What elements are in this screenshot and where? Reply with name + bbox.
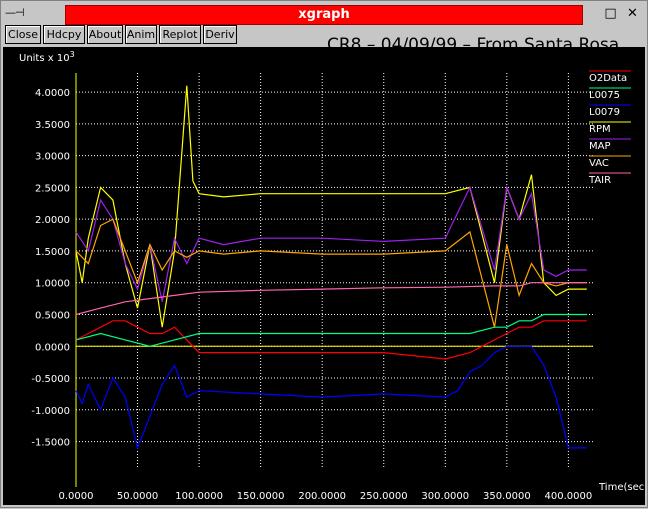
series-line-o2data bbox=[75, 320, 587, 360]
series-line-tair bbox=[75, 282, 587, 316]
legend: O2Data L0075 L0079 RPM MAP VAC TAIR bbox=[588, 70, 631, 186]
replot-button[interactable]: Replot bbox=[159, 25, 201, 44]
window-menu-icon[interactable]: —⊣ bbox=[5, 6, 25, 19]
series-line-vac bbox=[75, 218, 587, 328]
deriv-button[interactable]: Deriv bbox=[203, 25, 237, 44]
chart-svg: -1.5000 -1.0000 -0.5000 0.0000 0.5000 1.0000 1… bbox=[19, 50, 648, 502]
y-tick-label: 0.5000 bbox=[35, 310, 70, 321]
x-axis-label: Time(sec) bbox=[598, 482, 645, 493]
x-tick-label: 150.0000 bbox=[237, 491, 285, 502]
legend-label: L0075 bbox=[589, 90, 620, 101]
about-button[interactable]: About bbox=[87, 25, 123, 44]
x-tick-label: 50.0000 bbox=[117, 491, 158, 502]
y-tick-label: 1.5000 bbox=[35, 247, 70, 258]
y-axis-label: Units x 103 bbox=[19, 50, 75, 64]
y-tick-label: -1.5000 bbox=[31, 438, 70, 449]
y-tick-label: 2.5000 bbox=[35, 183, 70, 194]
series-line-l0075 bbox=[75, 313, 587, 347]
legend-label: VAC bbox=[589, 158, 609, 169]
y-tick-label: 0.0000 bbox=[35, 342, 70, 353]
series-line-rpm bbox=[75, 85, 587, 328]
x-tick-label: 350.0000 bbox=[483, 491, 531, 502]
window-title: xgraph bbox=[65, 5, 583, 25]
legend-label: L0079 bbox=[589, 107, 620, 118]
x-tick-label: 200.0000 bbox=[298, 491, 346, 502]
series-lines bbox=[75, 85, 587, 450]
y-tick-label: 4.0000 bbox=[35, 88, 70, 99]
close-button[interactable]: Close bbox=[5, 25, 41, 44]
anim-button[interactable]: Anim bbox=[125, 25, 157, 44]
legend-label: RPM bbox=[589, 124, 611, 135]
y-tick-label: 3.5000 bbox=[35, 120, 70, 131]
x-tick-label: 400.0000 bbox=[545, 491, 593, 502]
series-line-l0079 bbox=[75, 345, 587, 450]
x-tick-label: 300.0000 bbox=[421, 491, 469, 502]
y-tick-label: 3.0000 bbox=[35, 152, 70, 163]
x-tick-label: 0.0000 bbox=[59, 491, 94, 502]
axes: -1.5000 -1.0000 -0.5000 0.0000 0.5000 1.0000 1… bbox=[31, 73, 593, 502]
legend-label: O2Data bbox=[589, 73, 627, 84]
legend-label: TAIR bbox=[588, 175, 611, 186]
series-line-map bbox=[75, 185, 587, 302]
minimize-icon[interactable]: □ bbox=[604, 6, 617, 21]
y-tick-label: -0.5000 bbox=[31, 374, 70, 385]
plot-area: -1.5000 -1.0000 -0.5000 0.0000 0.5000 1.0000 1… bbox=[3, 47, 648, 505]
x-tick-label: 250.0000 bbox=[360, 491, 408, 502]
close-icon[interactable]: ✕ bbox=[627, 6, 638, 21]
legend-label: MAP bbox=[589, 141, 611, 152]
y-tick-label: 2.0000 bbox=[35, 215, 70, 226]
x-tick-label: 100.0000 bbox=[175, 491, 223, 502]
y-tick-label: -1.0000 bbox=[31, 406, 70, 417]
title-bar[interactable]: —⊣ xgraph □ ✕ bbox=[3, 3, 645, 25]
hdcpy-button[interactable]: Hdcpy bbox=[43, 25, 85, 44]
y-tick-label: 1.0000 bbox=[35, 279, 70, 290]
